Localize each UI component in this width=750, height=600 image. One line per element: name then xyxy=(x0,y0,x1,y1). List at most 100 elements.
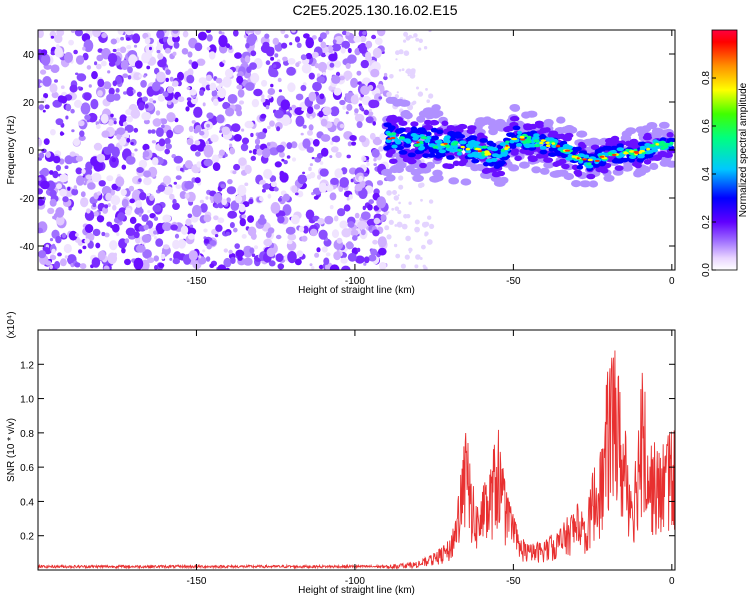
signal-cell xyxy=(566,126,578,134)
noise-cell xyxy=(395,58,398,61)
noise-cell xyxy=(264,33,270,39)
noise-cell xyxy=(78,135,86,142)
noise-cell xyxy=(70,30,75,34)
noise-cell xyxy=(408,251,412,254)
noise-cell xyxy=(154,235,158,240)
noise-cell xyxy=(373,217,381,225)
noise-cell xyxy=(124,124,134,133)
signal-cell xyxy=(534,120,544,127)
noise-cell xyxy=(401,68,405,71)
noise-cell xyxy=(224,68,234,78)
noise-cell xyxy=(227,179,233,185)
noise-cell xyxy=(303,33,310,39)
signal-cell xyxy=(515,142,523,147)
noise-cell xyxy=(69,151,76,157)
signal-cell xyxy=(404,134,412,140)
noise-cell xyxy=(74,262,81,268)
noise-cell xyxy=(330,177,339,185)
noise-cell xyxy=(106,93,116,103)
noise-cell xyxy=(118,136,127,146)
noise-cell xyxy=(81,168,86,174)
noise-cell xyxy=(281,42,288,49)
noise-cell xyxy=(383,211,389,216)
signal-cell xyxy=(476,152,482,157)
noise-cell xyxy=(138,178,142,183)
noise-cell xyxy=(42,109,46,113)
noise-cell xyxy=(298,225,305,233)
y-axis-label: Frequency (Hz) xyxy=(6,116,17,185)
noise-cell xyxy=(116,48,121,52)
noise-cell xyxy=(206,34,213,42)
noise-cell xyxy=(274,53,279,58)
noise-cell xyxy=(238,203,246,213)
noise-cell xyxy=(423,266,428,270)
noise-cell xyxy=(110,38,118,45)
noise-cell xyxy=(59,131,64,136)
noise-cell xyxy=(294,258,302,266)
noise-cell xyxy=(54,46,63,58)
signal-cell xyxy=(605,145,613,151)
noise-cell xyxy=(157,184,166,192)
noise-cell xyxy=(255,144,261,150)
noise-cell xyxy=(43,93,49,99)
noise-cell xyxy=(106,221,113,227)
noise-cell xyxy=(50,64,60,73)
signal-cell xyxy=(539,149,548,155)
noise-cell xyxy=(85,174,93,180)
noise-cell xyxy=(169,76,174,82)
noise-cell xyxy=(188,59,193,65)
signal-cell xyxy=(449,148,455,153)
noise-cell xyxy=(173,41,180,49)
noise-cell xyxy=(347,54,357,64)
noise-cell xyxy=(236,75,244,84)
noise-cell xyxy=(401,223,408,230)
signal-cell xyxy=(482,167,493,174)
y-tick-label: -40 xyxy=(20,242,35,253)
noise-cell xyxy=(287,251,297,264)
noise-cell xyxy=(339,99,346,106)
signal-cell xyxy=(595,166,605,173)
noise-cell xyxy=(194,42,203,52)
noise-cell xyxy=(104,204,109,209)
noise-cell xyxy=(126,137,131,143)
signal-cell xyxy=(486,140,494,146)
signal-cell xyxy=(520,138,526,141)
noise-cell xyxy=(203,214,212,223)
noise-cell xyxy=(235,249,245,258)
noise-cell xyxy=(237,184,247,196)
noise-cell xyxy=(342,105,347,110)
noise-cell xyxy=(156,49,161,54)
signal-cell xyxy=(460,178,472,186)
noise-cell xyxy=(144,37,151,45)
noise-cell xyxy=(170,224,178,231)
signal-cell xyxy=(422,153,430,159)
noise-cell xyxy=(49,238,54,242)
noise-cell xyxy=(116,232,120,237)
noise-cell xyxy=(309,116,313,120)
noise-cell xyxy=(165,69,171,75)
noise-cell xyxy=(322,106,332,116)
noise-cell xyxy=(330,141,334,145)
noise-cell xyxy=(217,264,227,270)
noise-cell xyxy=(323,257,330,265)
noise-cell xyxy=(291,157,297,162)
noise-cell xyxy=(83,92,92,101)
noise-cell xyxy=(70,108,75,114)
noise-cell xyxy=(75,233,79,237)
noise-cell xyxy=(333,89,341,96)
noise-cell xyxy=(112,223,120,233)
noise-cell xyxy=(429,223,435,229)
noise-cell xyxy=(225,231,230,236)
noise-cell xyxy=(331,89,335,93)
noise-cell xyxy=(265,105,270,110)
noise-cell xyxy=(110,113,114,118)
noise-cell xyxy=(251,98,260,108)
noise-cell xyxy=(278,151,285,158)
noise-cell xyxy=(311,266,315,270)
noise-cell xyxy=(194,177,201,184)
noise-cell xyxy=(147,257,155,264)
noise-cell xyxy=(308,124,314,131)
noise-cell xyxy=(187,213,193,219)
plot-frame xyxy=(37,329,676,571)
noise-cell xyxy=(82,46,86,51)
